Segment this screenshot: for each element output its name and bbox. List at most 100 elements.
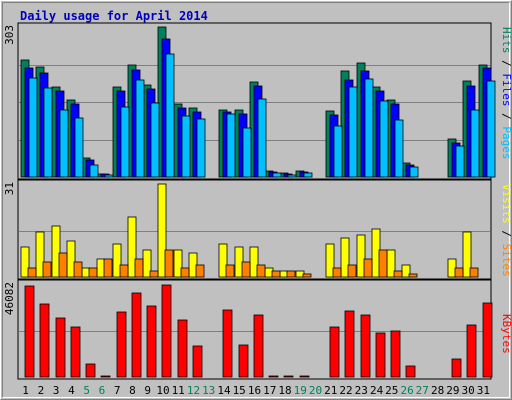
x-tick-day-20: 20 (309, 384, 322, 397)
x-tick-day-23: 23 (355, 384, 368, 397)
bar-pages-day-17 (272, 172, 282, 178)
bar-sites-day-22 (347, 264, 357, 278)
bar-sites-day-1 (27, 267, 37, 278)
x-tick-day-3: 3 (53, 384, 60, 397)
x-tick-day-2: 2 (38, 384, 45, 397)
bar-sites-day-25 (393, 270, 403, 278)
x-tick-day-10: 10 (156, 384, 169, 397)
x-tick-day-22: 22 (339, 384, 352, 397)
bar-kbytes-day-5 (85, 363, 96, 378)
bar-kbytes-day-26 (405, 365, 416, 378)
bar-sites-day-21 (332, 267, 342, 278)
bar-kbytes-day-19 (299, 375, 310, 378)
bar-pages-day-15 (242, 127, 252, 178)
bar-kbytes-day-6 (100, 375, 111, 378)
series-label-part: Files (500, 73, 512, 106)
panel-hits-files-pages: 303 Hits / Files / Pages (3, 22, 512, 180)
series-label-part: Hits (500, 27, 512, 54)
bar-visits-day-3 (51, 225, 61, 278)
bar-sites-day-3 (58, 252, 68, 278)
bar-pages-day-6 (104, 174, 114, 178)
bar-kbytes-day-11 (177, 319, 188, 378)
bar-sites-day-30 (469, 267, 479, 278)
x-tick-day-11: 11 (172, 384, 185, 397)
bar-kbytes-day-1 (24, 285, 35, 378)
bar-kbytes-day-25 (390, 330, 401, 378)
bar-kbytes-day-8 (131, 292, 142, 378)
bar-kbytes-day-2 (39, 303, 50, 378)
x-tick-day-24: 24 (370, 384, 384, 397)
bar-sites-day-17 (271, 270, 281, 278)
bar-pages-day-5 (89, 164, 99, 178)
x-tick-day-25: 25 (385, 384, 398, 397)
bar-visits-day-10 (157, 183, 167, 278)
bar-pages-day-1 (28, 77, 38, 178)
bar-visits-day-1 (20, 246, 30, 278)
bar-kbytes-day-30 (466, 324, 477, 378)
x-tick-day-7: 7 (114, 384, 121, 397)
x-tick-day-31: 31 (477, 384, 490, 397)
series-label-part: KBytes (500, 314, 512, 354)
x-axis-day-labels: 1 2 3 4 5 6 7 8 9 10 11 12 13 14 15 16 17 18 19 20 21 22 23 24 2… (22, 384, 490, 397)
bar-visits-day-23 (356, 234, 366, 278)
bar-kbytes-day-12 (192, 345, 203, 378)
x-tick-day-4: 4 (68, 384, 75, 397)
bar-kbytes-day-24 (375, 332, 386, 378)
x-tick-day-13: 13 (202, 384, 215, 397)
bar-sites-day-2 (42, 261, 52, 278)
bar-sites-day-5 (88, 267, 98, 278)
bar-sites-day-15 (241, 261, 251, 278)
bar-visits-day-8 (127, 216, 137, 278)
x-tick-day-30: 30 (461, 384, 474, 397)
x-tick-day-6: 6 (99, 384, 106, 397)
bar-sites-day-11 (180, 267, 190, 278)
bar-pages-day-30 (470, 109, 480, 178)
bar-sites-day-29 (454, 267, 464, 278)
bar-kbytes-day-17 (268, 375, 279, 378)
bar-pages-day-18 (287, 174, 297, 178)
bar-sites-day-4 (73, 261, 83, 278)
bar-sites-day-18 (286, 270, 296, 278)
series-label-visits-sites: Visits / Sites (500, 184, 512, 277)
bar-pages-day-23 (364, 78, 374, 178)
x-tick-day-8: 8 (129, 384, 136, 397)
ymax-label-hits-files-pages: 303 (3, 25, 16, 45)
bar-sites-day-26 (408, 273, 418, 278)
bar-pages-day-3 (59, 109, 69, 178)
x-tick-day-14: 14 (217, 384, 231, 397)
x-tick-day-1: 1 (22, 384, 29, 397)
bar-pages-day-9 (150, 102, 160, 178)
series-label-kbytes: KBytes (500, 314, 512, 354)
bar-pages-day-24 (379, 100, 389, 178)
bar-pages-day-25 (394, 119, 404, 178)
bar-visits-day-7 (112, 243, 122, 278)
bar-pages-day-10 (165, 53, 175, 178)
bar-pages-day-26 (409, 166, 419, 178)
x-tick-day-9: 9 (144, 384, 151, 397)
bar-sites-day-8 (134, 258, 144, 278)
bar-sites-day-7 (119, 264, 129, 278)
bar-sites-day-6 (103, 258, 113, 278)
x-tick-day-5: 5 (83, 384, 90, 397)
bar-kbytes-day-3 (55, 317, 66, 378)
bar-pages-day-19 (303, 172, 313, 178)
bar-pages-day-12 (196, 118, 206, 178)
bar-sites-day-14 (225, 264, 235, 278)
bar-visits-day-14 (218, 243, 228, 278)
bar-pages-day-16 (257, 98, 267, 178)
x-tick-day-26: 26 (400, 384, 413, 397)
x-tick-day-19: 19 (294, 384, 307, 397)
bar-kbytes-day-31 (482, 302, 493, 378)
bar-pages-day-4 (74, 117, 84, 178)
bar-visits-day-11 (173, 249, 183, 278)
bar-pages-day-22 (348, 86, 358, 178)
bar-pages-day-29 (455, 145, 465, 178)
ymax-label-kbytes: 46082 (3, 282, 16, 315)
bar-pages-day-8 (135, 79, 145, 178)
bar-pages-day-11 (181, 115, 191, 178)
series-label-part: / (500, 224, 512, 244)
series-label-part: Sites (500, 244, 512, 277)
